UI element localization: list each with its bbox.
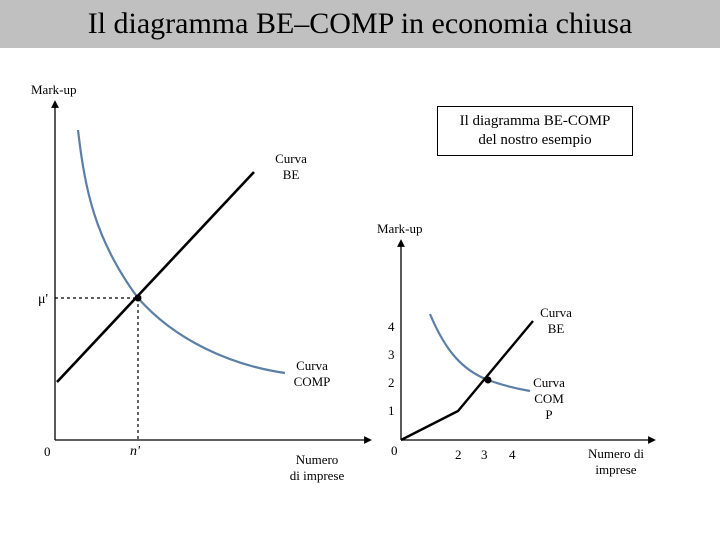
left-be-label: Curva BE [274, 151, 308, 183]
left-x-axis-label-line2: di imprese [289, 468, 345, 483]
right-be-label-line2: BE [547, 321, 565, 336]
note-line1: Il diagramma BE-COMP [459, 113, 611, 129]
left-equilibrium-point [134, 294, 142, 302]
right-x-tick-2: 2 [455, 447, 462, 462]
right-comp-label-line2: COM [534, 391, 564, 406]
right-x-axis-label-line2: imprese [595, 462, 637, 477]
right-x-tick-3: 3 [481, 447, 488, 462]
note-line2: del nostro esempio [478, 132, 592, 148]
right-comp-label-line1: Curva [533, 375, 565, 390]
right-x-axis-label-line1: Numero di [588, 446, 644, 461]
right-comp-curve [428, 313, 531, 393]
right-comp-label-line3: P [545, 407, 553, 422]
right-comp-label: Curva COM P [530, 375, 568, 423]
mu-prime-label: μ' [38, 292, 49, 307]
right-y-tick-1: 1 [388, 403, 395, 418]
title-bar: Il diagramma BE–COMP in economia chiusa [0, 0, 720, 48]
left-comp-label: Curva COMP [289, 358, 335, 390]
right-y-tick-4: 4 [388, 319, 395, 334]
left-x-axis-label: Numero di imprese [283, 452, 351, 484]
right-x-axis-label: Numero di imprese [582, 446, 650, 478]
right-origin-label: 0 [391, 443, 398, 458]
right-be-label: Curva BE [539, 305, 573, 337]
left-origin-label: 0 [44, 444, 51, 459]
right-be-curve [400, 320, 534, 442]
n-prime-label: n' [130, 444, 140, 459]
right-y-tick-3: 3 [388, 347, 395, 362]
left-comp-curve [76, 129, 286, 375]
left-comp-label-line1: Curva [296, 358, 328, 373]
right-diagram [397, 239, 656, 444]
example-note-box: Il diagramma BE-COMP del nostro esempio [437, 106, 633, 156]
right-x-tick-4: 4 [509, 447, 516, 462]
left-be-curve [56, 171, 255, 383]
left-be-label-line1: Curva [275, 151, 307, 166]
left-diagram [51, 100, 372, 444]
left-x-axis-label-line1: Numero [295, 452, 339, 467]
right-y-axis-label: Mark-up [377, 221, 423, 236]
right-y-tick-2: 2 [388, 375, 395, 390]
right-equilibrium-point [484, 376, 492, 384]
left-y-axis-label: Mark-up [31, 82, 77, 97]
slide-title: Il diagramma BE–COMP in economia chiusa [87, 7, 633, 40]
left-comp-label-line2: COMP [293, 374, 331, 389]
right-be-label-line1: Curva [540, 305, 572, 320]
left-be-label-line2: BE [282, 167, 300, 182]
